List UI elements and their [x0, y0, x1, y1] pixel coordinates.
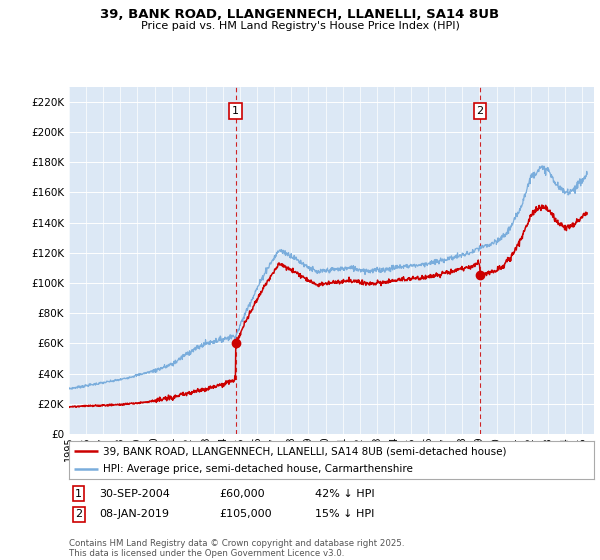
Text: 42% ↓ HPI: 42% ↓ HPI	[315, 489, 374, 499]
Text: £105,000: £105,000	[219, 509, 272, 519]
Text: £60,000: £60,000	[219, 489, 265, 499]
Text: Price paid vs. HM Land Registry's House Price Index (HPI): Price paid vs. HM Land Registry's House …	[140, 21, 460, 31]
Text: 39, BANK ROAD, LLANGENNECH, LLANELLI, SA14 8UB: 39, BANK ROAD, LLANGENNECH, LLANELLI, SA…	[100, 8, 500, 21]
Text: 08-JAN-2019: 08-JAN-2019	[99, 509, 169, 519]
Text: 1: 1	[75, 489, 82, 499]
Text: HPI: Average price, semi-detached house, Carmarthenshire: HPI: Average price, semi-detached house,…	[103, 464, 413, 474]
Text: 2: 2	[75, 509, 82, 519]
Text: 1: 1	[232, 106, 239, 116]
Text: 39, BANK ROAD, LLANGENNECH, LLANELLI, SA14 8UB (semi-detached house): 39, BANK ROAD, LLANGENNECH, LLANELLI, SA…	[103, 446, 506, 456]
Text: 30-SEP-2004: 30-SEP-2004	[99, 489, 170, 499]
Text: 15% ↓ HPI: 15% ↓ HPI	[315, 509, 374, 519]
Text: Contains HM Land Registry data © Crown copyright and database right 2025.
This d: Contains HM Land Registry data © Crown c…	[69, 539, 404, 558]
Text: 2: 2	[476, 106, 484, 116]
